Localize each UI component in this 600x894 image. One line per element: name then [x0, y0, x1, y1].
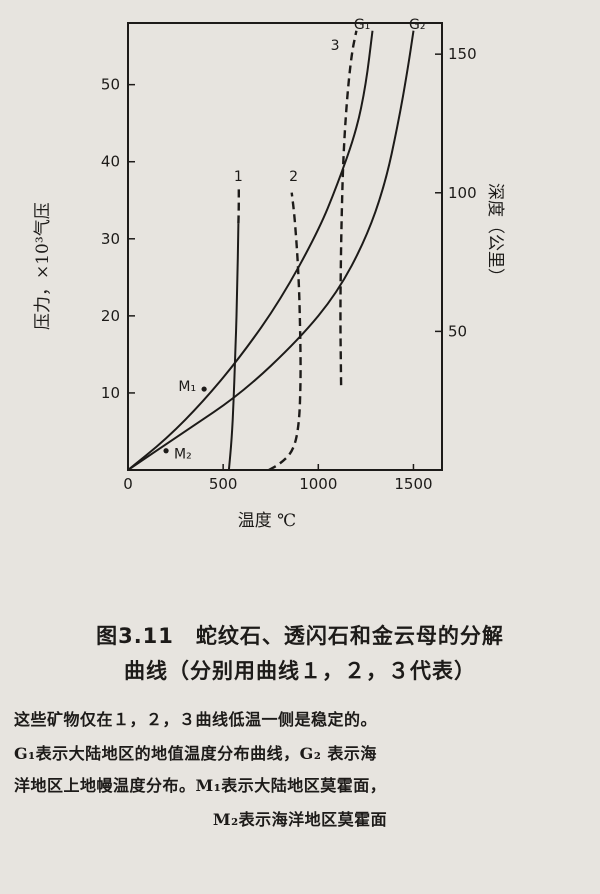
x-tick-label: 0 [123, 475, 133, 493]
x-tick-label: 1500 [394, 475, 432, 493]
marker-point [163, 448, 169, 454]
y-tick-label: 10 [101, 384, 120, 402]
annotation-label: M₂ [174, 447, 192, 463]
plot-frame [127, 22, 443, 471]
y-tick-label: 30 [101, 230, 120, 248]
caption-note-4: M₂表示海洋地区莫霍面 [212, 810, 388, 829]
annotation-label: 1 [234, 169, 243, 185]
marker-point [201, 386, 207, 392]
y-axis-left: 10 20 30 40 50 [101, 76, 135, 402]
annotation-label: M₁ [178, 379, 196, 395]
curve-3-dashed [339, 30, 358, 386]
x-axis-label: 温度 ℃ [238, 511, 296, 531]
curve-g2-solid [127, 30, 415, 471]
annotations: M₁ M₂ G₁ G₂ 1 2 3 [174, 17, 425, 463]
annotation-label: G₁ [354, 17, 370, 33]
y-axis-right: 50 100 150 [435, 45, 477, 340]
right-tick-label: 50 [448, 322, 467, 340]
annotation-label: 3 [331, 38, 340, 54]
caption-note-1: 这些矿物仅在１，２，３曲线低温一侧是稳定的。 [14, 710, 378, 729]
y-tick-label: 50 [101, 76, 120, 94]
figure-caption-line-1: 图3.11 蛇纹石、透闪石和金云母的分解 [96, 624, 504, 648]
y-axis-label-left: 压力，×10³气压 [33, 202, 53, 330]
annotation-label: 2 [289, 169, 298, 185]
y-axis-label-right: 深度（公里） [485, 183, 505, 285]
curves [127, 30, 415, 472]
annotation-label: G₂ [409, 17, 425, 33]
chart: 0 500 1000 1500 10 20 30 40 50 50 100 150 M₁ M₂ G₁ G… [33, 17, 505, 531]
x-tick-label: 1000 [299, 475, 337, 493]
curve-1-solid [227, 223, 240, 471]
caption-note-3: 洋地区上地幔温度分布。M₁表示大陆地区莫霍面， [14, 776, 387, 795]
x-axis: 0 500 1000 1500 [123, 464, 433, 493]
curve-g1-solid [127, 30, 374, 471]
y-tick-label: 20 [101, 307, 120, 325]
right-tick-label: 150 [448, 45, 477, 63]
right-tick-label: 100 [448, 184, 477, 202]
x-tick-label: 500 [209, 475, 238, 493]
y-tick-label: 40 [101, 153, 120, 171]
figure-caption-line-2: 曲线（分别用曲线１，２，３代表） [124, 659, 476, 683]
curve-2-dashed [268, 192, 302, 472]
caption-note-2: G₁表示大陆地区的地值温度分布曲线，G₂ 表示海 [14, 744, 377, 763]
